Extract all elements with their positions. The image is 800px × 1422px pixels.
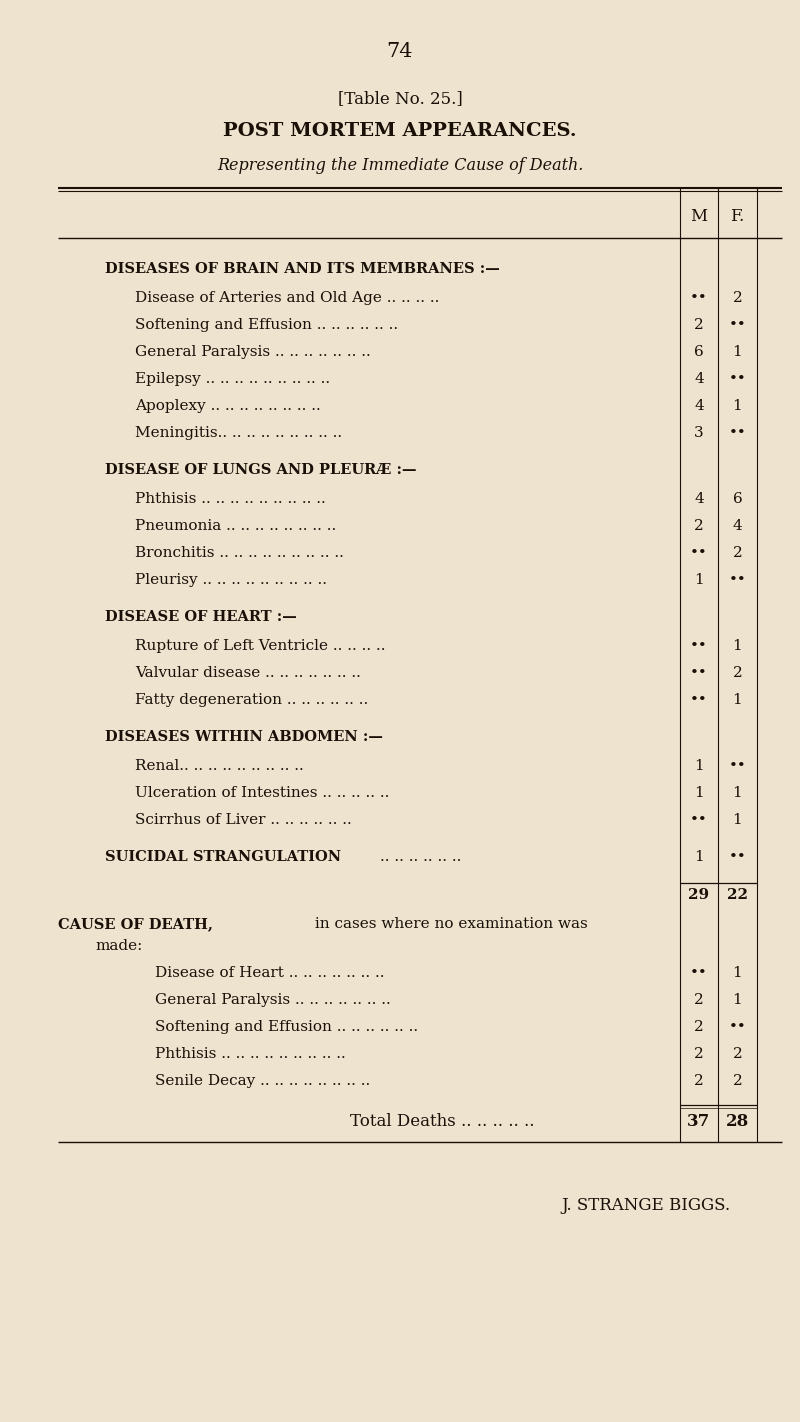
Text: .. .. .. .. .. ..: .. .. .. .. .. ..: [380, 850, 462, 865]
Text: 1: 1: [733, 693, 742, 707]
Text: 2: 2: [694, 319, 704, 331]
Text: ••: ••: [690, 966, 708, 980]
Text: M: M: [690, 208, 707, 225]
Text: SUICIDAL STRANGULATION: SUICIDAL STRANGULATION: [105, 850, 341, 865]
Text: 2: 2: [694, 993, 704, 1007]
Text: 3: 3: [694, 427, 704, 439]
Text: ••: ••: [690, 546, 708, 560]
Text: 1: 1: [694, 759, 704, 774]
Text: ••: ••: [729, 850, 746, 865]
Text: ••: ••: [690, 693, 708, 707]
Text: 1: 1: [733, 786, 742, 801]
Text: 1: 1: [733, 993, 742, 1007]
Text: ••: ••: [729, 427, 746, 439]
Text: in cases where no examination was: in cases where no examination was: [310, 917, 588, 931]
Text: ••: ••: [690, 665, 708, 680]
Text: made:: made:: [95, 939, 142, 953]
Text: Softening and Effusion .. .. .. .. .. ..: Softening and Effusion .. .. .. .. .. ..: [135, 319, 398, 331]
Text: 4: 4: [694, 492, 704, 506]
Text: Phthisis .. .. .. .. .. .. .. .. ..: Phthisis .. .. .. .. .. .. .. .. ..: [155, 1047, 346, 1061]
Text: Renal.. .. .. .. .. .. .. .. ..: Renal.. .. .. .. .. .. .. .. ..: [135, 759, 304, 774]
Text: 37: 37: [687, 1113, 710, 1130]
Text: ••: ••: [729, 573, 746, 587]
Text: POST MORTEM APPEARANCES.: POST MORTEM APPEARANCES.: [223, 122, 577, 139]
Text: J. STRANGE BIGGS.: J. STRANGE BIGGS.: [561, 1197, 730, 1214]
Text: 2: 2: [733, 546, 742, 560]
Text: ••: ••: [729, 373, 746, 385]
Text: Ulceration of Intestines .. .. .. .. ..: Ulceration of Intestines .. .. .. .. ..: [135, 786, 390, 801]
Text: 1: 1: [733, 400, 742, 412]
Text: 4: 4: [694, 400, 704, 412]
Text: F.: F.: [730, 208, 745, 225]
Text: Representing the Immediate Cause of Death.: Representing the Immediate Cause of Deat…: [217, 156, 583, 173]
Text: Valvular disease .. .. .. .. .. .. ..: Valvular disease .. .. .. .. .. .. ..: [135, 665, 361, 680]
Text: 29: 29: [689, 887, 710, 902]
Text: 1: 1: [733, 966, 742, 980]
Text: CAUSE OF DEATH,: CAUSE OF DEATH,: [58, 917, 213, 931]
Text: Total Deaths .. .. .. .. ..: Total Deaths .. .. .. .. ..: [350, 1113, 534, 1130]
Text: Pleurisy .. .. .. .. .. .. .. .. ..: Pleurisy .. .. .. .. .. .. .. .. ..: [135, 573, 327, 587]
Text: Epilepsy .. .. .. .. .. .. .. .. ..: Epilepsy .. .. .. .. .. .. .. .. ..: [135, 373, 330, 385]
Text: 2: 2: [733, 292, 742, 304]
Text: 2: 2: [694, 519, 704, 533]
Text: DISEASE OF HEART :—: DISEASE OF HEART :—: [105, 610, 297, 624]
Text: General Paralysis .. .. .. .. .. .. ..: General Paralysis .. .. .. .. .. .. ..: [155, 993, 390, 1007]
Text: [Table No. 25.]: [Table No. 25.]: [338, 90, 462, 107]
Text: 6: 6: [733, 492, 742, 506]
Text: 74: 74: [386, 43, 414, 61]
Text: ••: ••: [729, 319, 746, 331]
Text: 1: 1: [694, 573, 704, 587]
Text: ••: ••: [690, 813, 708, 828]
Text: ••: ••: [690, 638, 708, 653]
Text: Rupture of Left Ventricle .. .. .. ..: Rupture of Left Ventricle .. .. .. ..: [135, 638, 386, 653]
Text: 22: 22: [727, 887, 748, 902]
Text: 1: 1: [733, 813, 742, 828]
Text: 2: 2: [694, 1020, 704, 1034]
Text: 1: 1: [694, 850, 704, 865]
Text: Softening and Effusion .. .. .. .. .. ..: Softening and Effusion .. .. .. .. .. ..: [155, 1020, 418, 1034]
Text: General Paralysis .. .. .. .. .. .. ..: General Paralysis .. .. .. .. .. .. ..: [135, 346, 370, 358]
Text: ••: ••: [690, 292, 708, 304]
Text: 2: 2: [733, 1047, 742, 1061]
Text: Meningitis.. .. .. .. .. .. .. .. ..: Meningitis.. .. .. .. .. .. .. .. ..: [135, 427, 342, 439]
Text: 2: 2: [733, 665, 742, 680]
Text: 1: 1: [694, 786, 704, 801]
Text: Pneumonia .. .. .. .. .. .. .. ..: Pneumonia .. .. .. .. .. .. .. ..: [135, 519, 336, 533]
Text: 6: 6: [694, 346, 704, 358]
Text: Senile Decay .. .. .. .. .. .. .. ..: Senile Decay .. .. .. .. .. .. .. ..: [155, 1074, 370, 1088]
Text: DISEASE OF LUNGS AND PLEURÆ :—: DISEASE OF LUNGS AND PLEURÆ :—: [105, 464, 417, 476]
Text: Scirrhus of Liver .. .. .. .. .. ..: Scirrhus of Liver .. .. .. .. .. ..: [135, 813, 352, 828]
Text: 2: 2: [733, 1074, 742, 1088]
Text: 4: 4: [733, 519, 742, 533]
Text: 1: 1: [733, 638, 742, 653]
Text: 2: 2: [694, 1074, 704, 1088]
Text: Bronchitis .. .. .. .. .. .. .. .. ..: Bronchitis .. .. .. .. .. .. .. .. ..: [135, 546, 344, 560]
Text: 4: 4: [694, 373, 704, 385]
Text: Disease of Arteries and Old Age .. .. .. ..: Disease of Arteries and Old Age .. .. ..…: [135, 292, 439, 304]
Text: DISEASES OF BRAIN AND ITS MEMBRANES :—: DISEASES OF BRAIN AND ITS MEMBRANES :—: [105, 262, 500, 276]
Text: ••: ••: [729, 1020, 746, 1034]
Text: ••: ••: [729, 759, 746, 774]
Text: 28: 28: [726, 1113, 749, 1130]
Text: Disease of Heart .. .. .. .. .. .. ..: Disease of Heart .. .. .. .. .. .. ..: [155, 966, 385, 980]
Text: DISEASES WITHIN ABDOMEN :—: DISEASES WITHIN ABDOMEN :—: [105, 729, 383, 744]
Text: Fatty degeneration .. .. .. .. .. ..: Fatty degeneration .. .. .. .. .. ..: [135, 693, 368, 707]
Text: 2: 2: [694, 1047, 704, 1061]
Text: 1: 1: [733, 346, 742, 358]
Text: Apoplexy .. .. .. .. .. .. .. ..: Apoplexy .. .. .. .. .. .. .. ..: [135, 400, 321, 412]
Text: Phthisis .. .. .. .. .. .. .. .. ..: Phthisis .. .. .. .. .. .. .. .. ..: [135, 492, 326, 506]
